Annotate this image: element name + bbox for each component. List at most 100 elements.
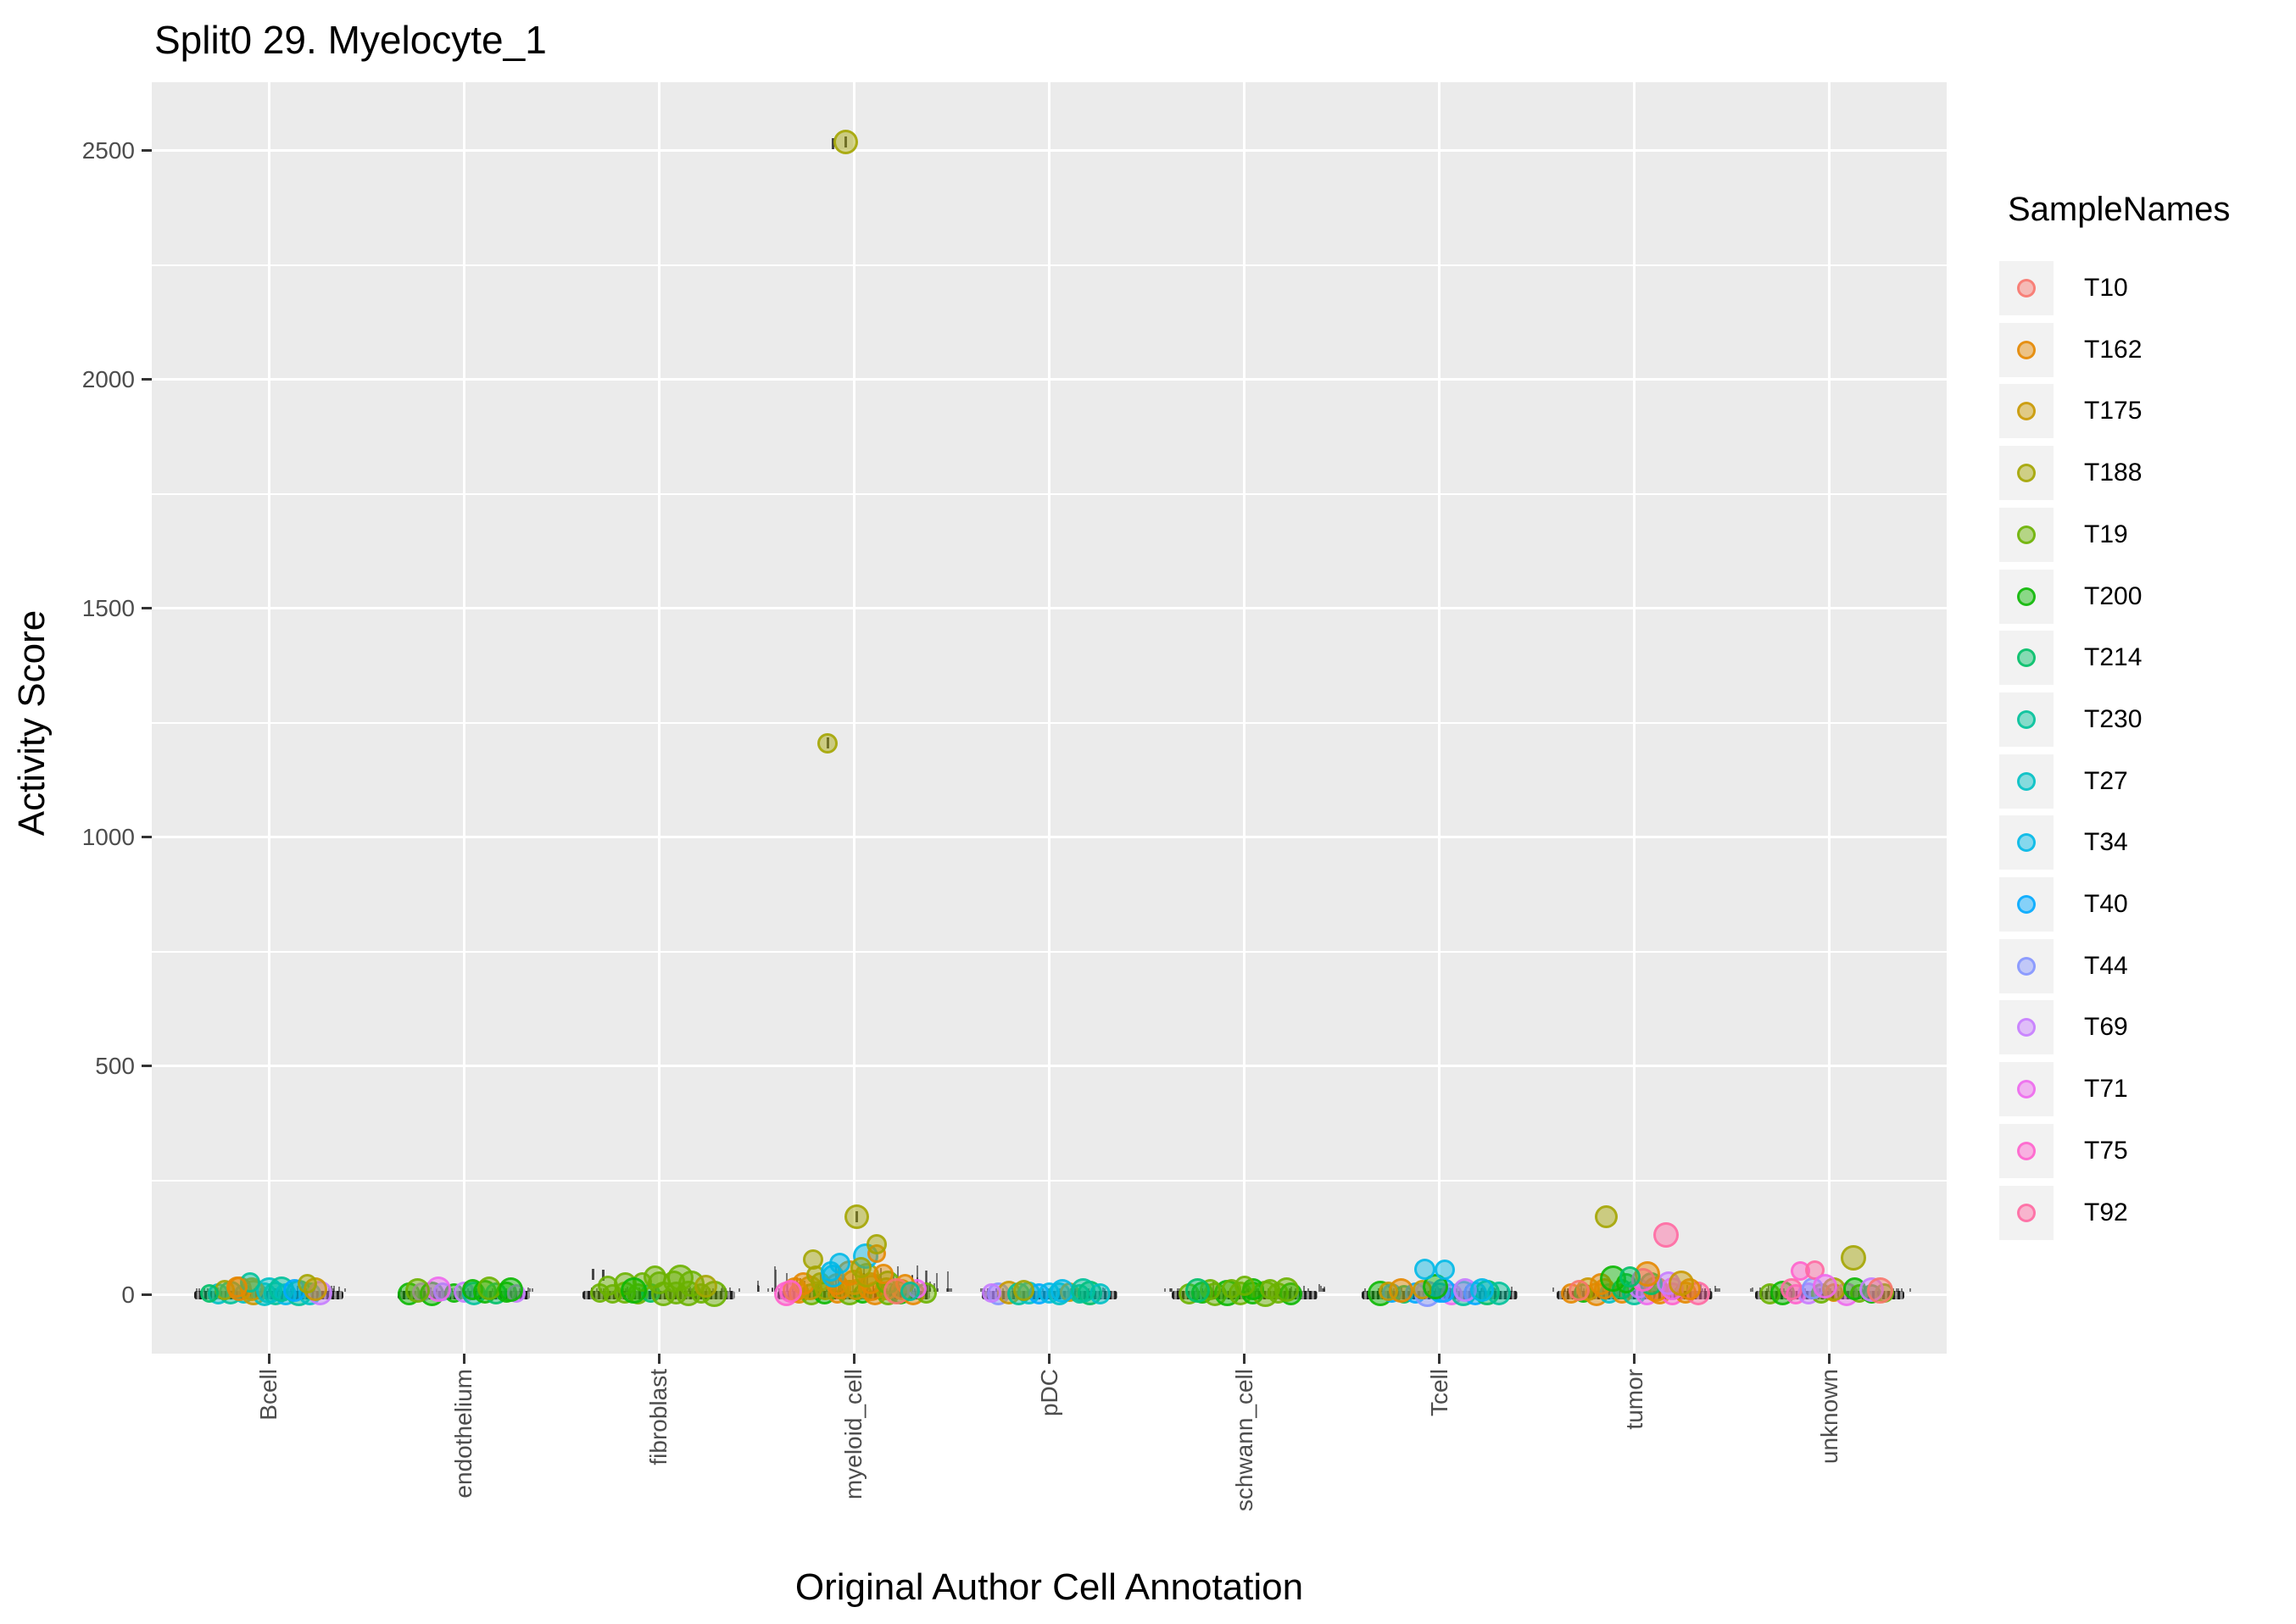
jitter-hair <box>1176 1288 1179 1292</box>
jitter-hair <box>195 1288 198 1292</box>
jitter-hair <box>935 1272 938 1292</box>
jitter-hair <box>1909 1288 1911 1292</box>
jitter-hair <box>775 1270 777 1292</box>
jitter-hair <box>1714 1288 1717 1292</box>
data-point-T10 <box>1569 1279 1591 1301</box>
jitter-hair <box>936 1288 939 1292</box>
jitter-hair <box>1901 1288 1903 1292</box>
legend-label: T69 <box>2084 1013 2128 1042</box>
jitter-hair <box>1716 1288 1719 1292</box>
y-tick-mark <box>142 1065 152 1068</box>
jitter-hair <box>1322 1288 1324 1292</box>
jitter-hair <box>729 1288 732 1292</box>
gridline-category <box>1048 82 1050 1354</box>
jitter-hair <box>924 1271 927 1292</box>
data-point-T188 <box>803 1249 824 1270</box>
small-dark-point <box>601 1269 605 1281</box>
jitter-hair <box>529 1288 532 1292</box>
jitter-hair <box>344 1288 347 1292</box>
gridline-category <box>1243 82 1246 1354</box>
jitter-hair <box>1552 1287 1555 1292</box>
jitter-hair <box>1303 1286 1306 1292</box>
plot-panel <box>152 82 1947 1354</box>
x-tick-mark <box>1633 1354 1636 1364</box>
jitter-hair <box>531 1288 533 1292</box>
x-tick-mark <box>657 1354 660 1364</box>
data-point-T19 <box>666 1264 694 1291</box>
legend-label: T19 <box>2084 520 2128 548</box>
jitter-hair <box>1751 1287 1753 1292</box>
data-point-T214 <box>1185 1277 1211 1303</box>
legend-dot-T19 <box>2017 525 2036 544</box>
data-point-T69 <box>982 1283 1001 1304</box>
legend-label: T214 <box>2084 643 2143 672</box>
x-tick-mark <box>852 1354 855 1364</box>
x-tick-mark <box>267 1354 270 1364</box>
legend-label: T10 <box>2084 274 2128 302</box>
data-point-T188 <box>1595 1204 1619 1228</box>
legend-label: T40 <box>2084 890 2128 918</box>
jitter-hair <box>771 1288 773 1292</box>
x-axis-title: Original Author Cell Annotation <box>794 1566 1304 1608</box>
legend-dot-T162 <box>2017 340 2036 359</box>
y-tick-label: 1000 <box>81 823 135 850</box>
data-point-T214 <box>200 1283 220 1303</box>
jitter-hair <box>1320 1285 1323 1292</box>
data-point-T188 <box>850 1256 872 1278</box>
gridline-category <box>852 82 855 1354</box>
legend-label: T200 <box>2084 581 2143 610</box>
legend-dot-T188 <box>2017 464 2036 483</box>
jitter-hair <box>980 1288 983 1292</box>
y-tick-label: 2000 <box>81 365 135 392</box>
data-point-T34 <box>1434 1260 1455 1281</box>
data-point-T92 <box>1780 1278 1803 1301</box>
jitter-hair <box>1511 1287 1513 1292</box>
legend-dot-T40 <box>2017 895 2036 914</box>
legend-label: T92 <box>2084 1198 2128 1226</box>
legend-label: T175 <box>2084 397 2143 425</box>
y-tick-label: 0 <box>121 1281 135 1308</box>
legend-dot-T92 <box>2017 1203 2036 1222</box>
jitter-hair <box>338 1287 341 1292</box>
legend-label: T27 <box>2084 766 2128 795</box>
data-point-T71 <box>1813 1273 1838 1299</box>
y-tick-mark <box>142 378 152 381</box>
gridline-category <box>657 82 660 1354</box>
x-tick-mark <box>1828 1354 1831 1364</box>
legend-dot-T10 <box>2017 279 2036 298</box>
data-point-T230 <box>900 1281 920 1301</box>
plot-title: Split0 29. Myelocyte_1 <box>154 18 547 62</box>
y-tick-mark <box>142 1293 152 1297</box>
data-point-T200 <box>498 1277 523 1303</box>
jitter-hair <box>1898 1288 1900 1292</box>
jitter-hair <box>198 1288 201 1292</box>
data-point-T34 <box>828 1252 850 1274</box>
jitter-hair <box>527 1288 530 1292</box>
legend-dot-T230 <box>2017 709 2036 729</box>
legend-dot-T34 <box>2017 833 2036 853</box>
data-point-T19 <box>404 1277 430 1303</box>
gridline-category <box>267 82 270 1354</box>
legend-dot-T200 <box>2017 587 2036 606</box>
data-point-T188 <box>297 1274 317 1294</box>
data-point-T92 <box>1652 1222 1679 1249</box>
legend-title: SampleNames <box>2008 191 2231 228</box>
jitter-hair <box>946 1271 949 1292</box>
jitter-hair <box>332 1286 335 1292</box>
data-point-T175 <box>1379 1281 1399 1301</box>
legend-dot-T27 <box>2017 771 2036 791</box>
x-tick-mark <box>1438 1354 1441 1364</box>
data-point-T188 <box>844 1204 869 1229</box>
data-point-T162 <box>226 1276 248 1298</box>
data-point-T34 <box>1414 1258 1436 1280</box>
legend-label: T230 <box>2084 704 2143 733</box>
data-point-T75 <box>778 1280 802 1304</box>
jitter-hair <box>1163 1288 1166 1292</box>
data-point-T34 <box>1050 1279 1074 1304</box>
legend-dot-T214 <box>2017 648 2036 668</box>
jitter-hair <box>1709 1288 1712 1292</box>
jitter-hair <box>774 1265 777 1292</box>
y-tick-label: 1500 <box>81 594 135 621</box>
y-tick-label: 500 <box>95 1052 135 1079</box>
data-point-T162 <box>873 1264 894 1285</box>
